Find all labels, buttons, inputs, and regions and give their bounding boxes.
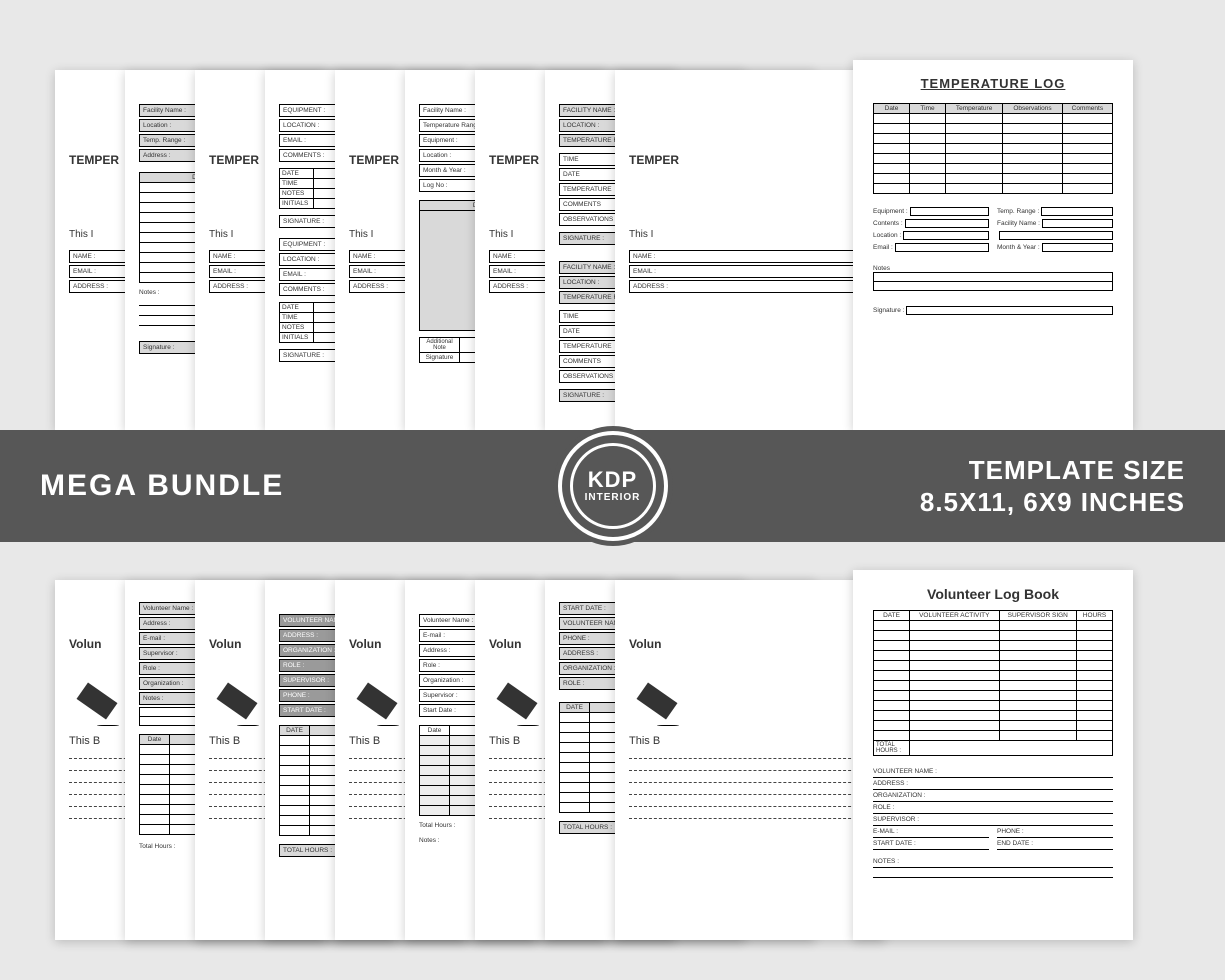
vol-page-featured: Volunteer Log Book DATE VOLUNTEER ACTIVI… xyxy=(853,570,1133,940)
feat-sig: Signature : xyxy=(873,307,904,314)
kdp-badge: KDP INTERIOR xyxy=(558,431,668,541)
fv-org: ORGANIZATION : xyxy=(873,790,1113,802)
feat-email: Email : xyxy=(873,244,893,251)
fv-email: E-MAIL : xyxy=(873,826,989,838)
vol-title-partial: Volun xyxy=(629,637,871,651)
bottom-row: Volun This B Volunteer Name : Address : … xyxy=(55,560,1200,940)
fv-start: START DATE : xyxy=(873,838,989,850)
feat-facility: Facility Name : xyxy=(997,220,1040,227)
badge-line1: KDP xyxy=(588,469,637,491)
temp-log-table: Date Time Temperature Observations Comme… xyxy=(873,103,1113,194)
cover-address: ADDRESS : xyxy=(629,280,871,293)
badge-line2: INTERIOR xyxy=(585,493,641,503)
feat-notes-box2 xyxy=(873,281,1113,291)
feat-month: Month & Year : xyxy=(997,244,1040,251)
feat-temprange: Temp. Range : xyxy=(997,208,1039,215)
temp-page-featured: TEMPERATURE LOG Date Time Temperature Ob… xyxy=(853,60,1133,430)
vol-log-title: Volunteer Log Book xyxy=(873,586,1113,602)
banner-right-l1: TEMPLATE SIZE xyxy=(920,454,1185,487)
temp-page-cover-5: TEMPER This I NAME : EMAIL : ADDRESS : xyxy=(615,70,885,430)
fv-end: END DATE : xyxy=(997,838,1113,850)
top-row: TEMPER This I NAME : EMAIL : ADDRESS : T… xyxy=(55,50,1200,430)
fv-addr: ADDRESS : xyxy=(873,778,1113,790)
banner: MEGA BUNDLE KDP INTERIOR TEMPLATE SIZE 8… xyxy=(0,430,1225,542)
fv-notes: NOTES : xyxy=(873,856,1113,868)
this-b: This B xyxy=(629,735,871,747)
vol-page-cover-5: Volun This B xyxy=(615,580,885,940)
temp-log-title: TEMPERATURE LOG xyxy=(873,76,1113,91)
feat-equip: Equipment : xyxy=(873,208,908,215)
cover-email: EMAIL : xyxy=(629,265,871,278)
banner-right-l2: 8.5X11, 6X9 INCHES xyxy=(920,486,1185,519)
cover-name: NAME : xyxy=(629,250,871,263)
fv-sup: SUPERVISOR : xyxy=(873,814,1113,826)
temp-title-partial: TEMPER xyxy=(629,153,871,167)
fv-role: ROLE : xyxy=(873,802,1113,814)
vol-log-table: DATE VOLUNTEER ACTIVITY SUPERVISOR SIGN … xyxy=(873,610,1113,756)
feat-location: Location : xyxy=(873,232,901,239)
this-belongs-frag: This I xyxy=(629,229,871,240)
fv-name: VOLUNTEER NAME : xyxy=(873,766,1113,778)
banner-left-text: MEGA BUNDLE xyxy=(40,469,284,503)
pen-icon xyxy=(629,661,699,731)
feat-notes-label: Notes xyxy=(873,265,1113,272)
fv-phone: PHONE : xyxy=(997,826,1113,838)
banner-right-text: TEMPLATE SIZE 8.5X11, 6X9 INCHES xyxy=(920,454,1185,519)
feat-contents: Contents : xyxy=(873,220,903,227)
